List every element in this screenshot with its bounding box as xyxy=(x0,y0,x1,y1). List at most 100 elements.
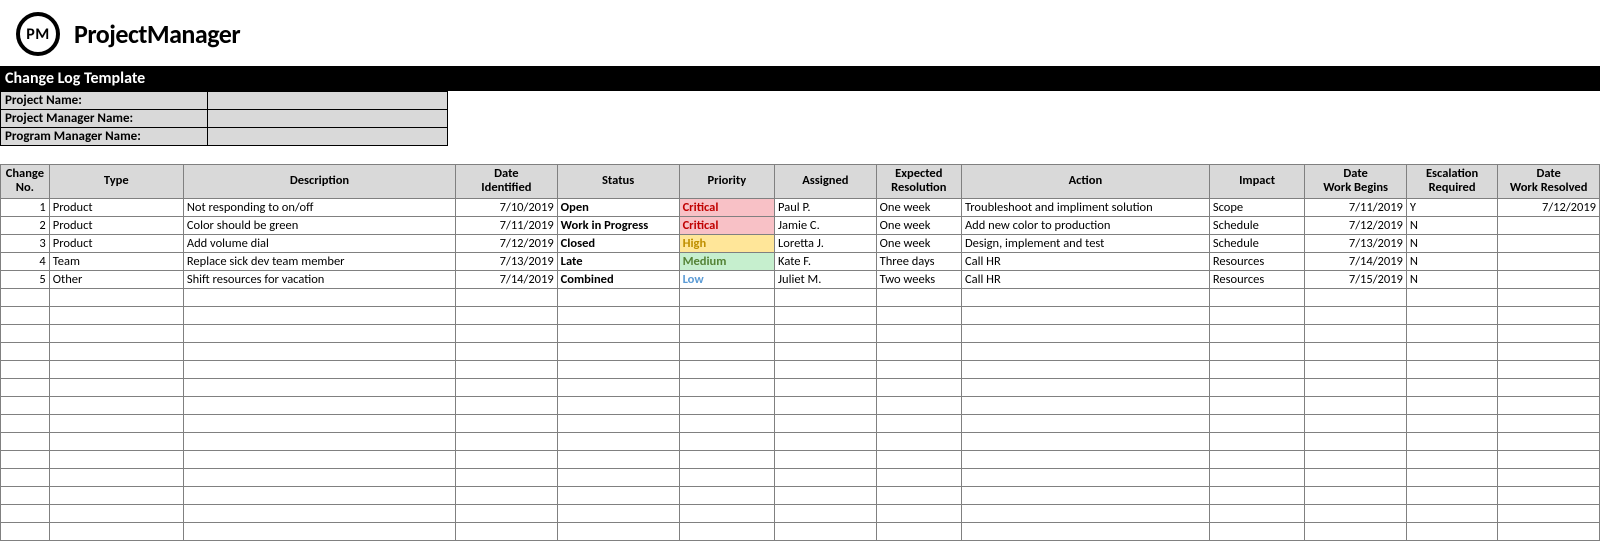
table-row-empty[interactable] xyxy=(1,450,1600,468)
cell-date_begins[interactable]: 7/14/2019 xyxy=(1305,252,1407,270)
cell-empty[interactable] xyxy=(876,450,961,468)
cell-date_res[interactable] xyxy=(1498,234,1600,252)
cell-empty[interactable] xyxy=(49,342,183,360)
cell-empty[interactable] xyxy=(775,324,877,342)
cell-empty[interactable] xyxy=(1,288,50,306)
cell-empty[interactable] xyxy=(557,432,679,450)
table-row-empty[interactable] xyxy=(1,324,1600,342)
cell-empty[interactable] xyxy=(1209,342,1304,360)
table-row-empty[interactable] xyxy=(1,504,1600,522)
cell-empty[interactable] xyxy=(775,450,877,468)
table-row[interactable]: 2ProductColor should be green7/11/2019Wo… xyxy=(1,216,1600,234)
table-row-empty[interactable] xyxy=(1,432,1600,450)
cell-empty[interactable] xyxy=(876,288,961,306)
cell-date_id[interactable]: 7/14/2019 xyxy=(456,270,558,288)
cell-impact[interactable]: Resources xyxy=(1209,252,1304,270)
cell-empty[interactable] xyxy=(876,468,961,486)
cell-empty[interactable] xyxy=(456,342,558,360)
table-row-empty[interactable] xyxy=(1,342,1600,360)
cell-empty[interactable] xyxy=(1305,342,1407,360)
cell-date_id[interactable]: 7/11/2019 xyxy=(456,216,558,234)
cell-empty[interactable] xyxy=(775,288,877,306)
cell-empty[interactable] xyxy=(1406,432,1497,450)
cell-date_id[interactable]: 7/12/2019 xyxy=(456,234,558,252)
cell-empty[interactable] xyxy=(1406,468,1497,486)
cell-empty[interactable] xyxy=(183,324,455,342)
cell-no[interactable]: 5 xyxy=(1,270,50,288)
cell-empty[interactable] xyxy=(961,306,1209,324)
cell-empty[interactable] xyxy=(1498,342,1600,360)
cell-empty[interactable] xyxy=(679,288,774,306)
cell-empty[interactable] xyxy=(1,360,50,378)
cell-empty[interactable] xyxy=(1406,504,1497,522)
cell-empty[interactable] xyxy=(1498,414,1600,432)
cell-empty[interactable] xyxy=(1498,432,1600,450)
cell-esc[interactable]: Y xyxy=(1406,198,1497,216)
cell-date_res[interactable] xyxy=(1498,216,1600,234)
table-row-empty[interactable] xyxy=(1,522,1600,540)
cell-empty[interactable] xyxy=(961,396,1209,414)
cell-empty[interactable] xyxy=(1209,504,1304,522)
cell-expected[interactable]: Two weeks xyxy=(876,270,961,288)
cell-empty[interactable] xyxy=(961,468,1209,486)
cell-empty[interactable] xyxy=(1498,450,1600,468)
cell-empty[interactable] xyxy=(1,414,50,432)
cell-empty[interactable] xyxy=(679,396,774,414)
cell-empty[interactable] xyxy=(1498,396,1600,414)
cell-empty[interactable] xyxy=(557,378,679,396)
cell-empty[interactable] xyxy=(1,486,50,504)
cell-empty[interactable] xyxy=(1406,324,1497,342)
cell-empty[interactable] xyxy=(1305,306,1407,324)
cell-empty[interactable] xyxy=(775,360,877,378)
cell-empty[interactable] xyxy=(557,324,679,342)
cell-empty[interactable] xyxy=(1,342,50,360)
cell-type[interactable]: Product xyxy=(49,216,183,234)
cell-date_res[interactable]: 7/12/2019 xyxy=(1498,198,1600,216)
cell-action[interactable]: Troubleshoot and impliment solution xyxy=(961,198,1209,216)
cell-empty[interactable] xyxy=(1498,522,1600,540)
cell-empty[interactable] xyxy=(1305,324,1407,342)
cell-empty[interactable] xyxy=(1,504,50,522)
cell-no[interactable]: 4 xyxy=(1,252,50,270)
cell-empty[interactable] xyxy=(183,486,455,504)
cell-empty[interactable] xyxy=(1406,342,1497,360)
meta-value[interactable] xyxy=(208,110,448,128)
table-row[interactable]: 5OtherShift resources for vacation7/14/2… xyxy=(1,270,1600,288)
cell-impact[interactable]: Schedule xyxy=(1209,234,1304,252)
meta-value[interactable] xyxy=(208,92,448,110)
table-row-empty[interactable] xyxy=(1,288,1600,306)
cell-empty[interactable] xyxy=(775,522,877,540)
cell-action[interactable]: Call HR xyxy=(961,270,1209,288)
cell-empty[interactable] xyxy=(183,378,455,396)
cell-empty[interactable] xyxy=(679,378,774,396)
cell-empty[interactable] xyxy=(1,432,50,450)
cell-desc[interactable]: Add volume dial xyxy=(183,234,455,252)
table-row-empty[interactable] xyxy=(1,378,1600,396)
cell-empty[interactable] xyxy=(775,396,877,414)
cell-empty[interactable] xyxy=(961,288,1209,306)
cell-empty[interactable] xyxy=(1498,378,1600,396)
cell-priority[interactable]: Critical xyxy=(679,216,774,234)
cell-priority[interactable]: Critical xyxy=(679,198,774,216)
cell-empty[interactable] xyxy=(876,306,961,324)
cell-empty[interactable] xyxy=(1,468,50,486)
cell-desc[interactable]: Shift resources for vacation xyxy=(183,270,455,288)
table-row-empty[interactable] xyxy=(1,468,1600,486)
cell-empty[interactable] xyxy=(456,378,558,396)
cell-empty[interactable] xyxy=(1209,414,1304,432)
cell-empty[interactable] xyxy=(183,342,455,360)
cell-priority[interactable]: High xyxy=(679,234,774,252)
cell-empty[interactable] xyxy=(1406,360,1497,378)
table-row[interactable]: 4TeamReplace sick dev team member7/13/20… xyxy=(1,252,1600,270)
cell-empty[interactable] xyxy=(1406,306,1497,324)
cell-date_id[interactable]: 7/13/2019 xyxy=(456,252,558,270)
cell-empty[interactable] xyxy=(1305,486,1407,504)
cell-impact[interactable]: Schedule xyxy=(1209,216,1304,234)
cell-empty[interactable] xyxy=(557,504,679,522)
cell-esc[interactable]: N xyxy=(1406,270,1497,288)
cell-empty[interactable] xyxy=(876,324,961,342)
cell-empty[interactable] xyxy=(679,360,774,378)
cell-empty[interactable] xyxy=(183,414,455,432)
cell-assigned[interactable]: Kate F. xyxy=(775,252,877,270)
cell-empty[interactable] xyxy=(49,450,183,468)
